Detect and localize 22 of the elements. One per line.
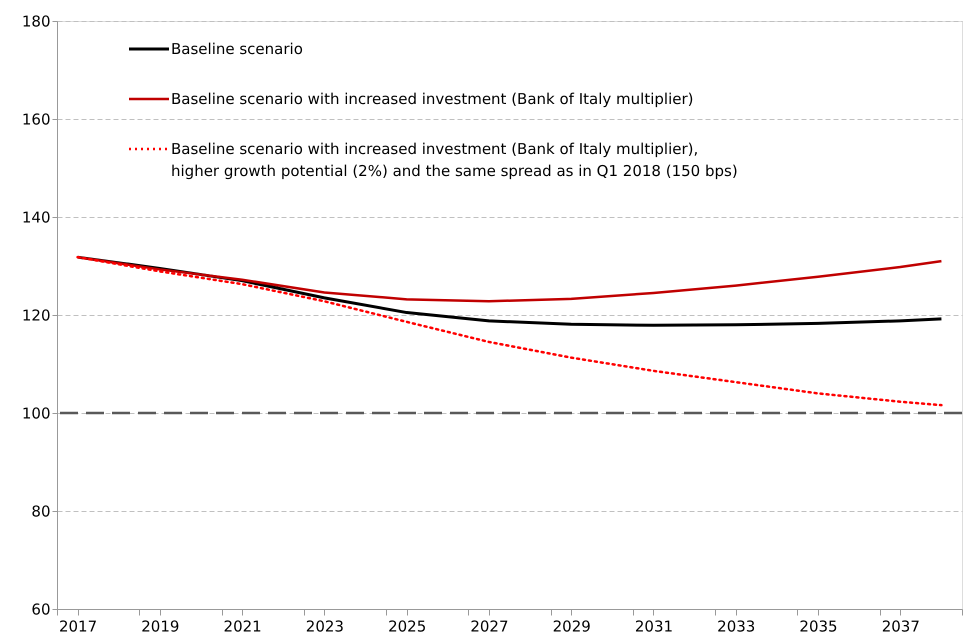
legend-label: Baseline scenario	[171, 40, 303, 58]
y-tick-label: 80	[31, 502, 50, 520]
x-tick-label: 2031	[634, 618, 674, 636]
x-tick-label: 2021	[224, 618, 262, 636]
y-tick-label: 160	[22, 110, 50, 128]
x-tick-label: 2019	[141, 618, 180, 636]
x-tick-label: 2025	[388, 618, 426, 636]
x-tick-label: 2017	[58, 618, 98, 636]
x-tick-label: 2029	[552, 618, 591, 636]
x-tick-label: 2027	[470, 618, 509, 636]
y-tick-label: 120	[22, 306, 50, 324]
legend-label: Baseline scenario with increased investment (Bank of Italy multiplier), higher growth potential (2%) and the same spread as in Q1 2018 (150 bps)	[171, 140, 738, 180]
legend-label: Baseline scenario with increased investment (Bank of Italy multiplier)	[171, 90, 694, 108]
y-tick-label: 60	[31, 600, 50, 618]
x-tick-label: 2023	[306, 618, 344, 636]
x-tick-label: 2037	[882, 618, 920, 636]
y-tick-label: 180	[22, 12, 50, 30]
x-tick-label: 2033	[717, 618, 756, 636]
line-series	[76, 256, 943, 406]
y-tick-label: 100	[22, 404, 50, 422]
x-tick-label: 2035	[799, 618, 838, 636]
y-tick-label: 140	[22, 208, 50, 226]
